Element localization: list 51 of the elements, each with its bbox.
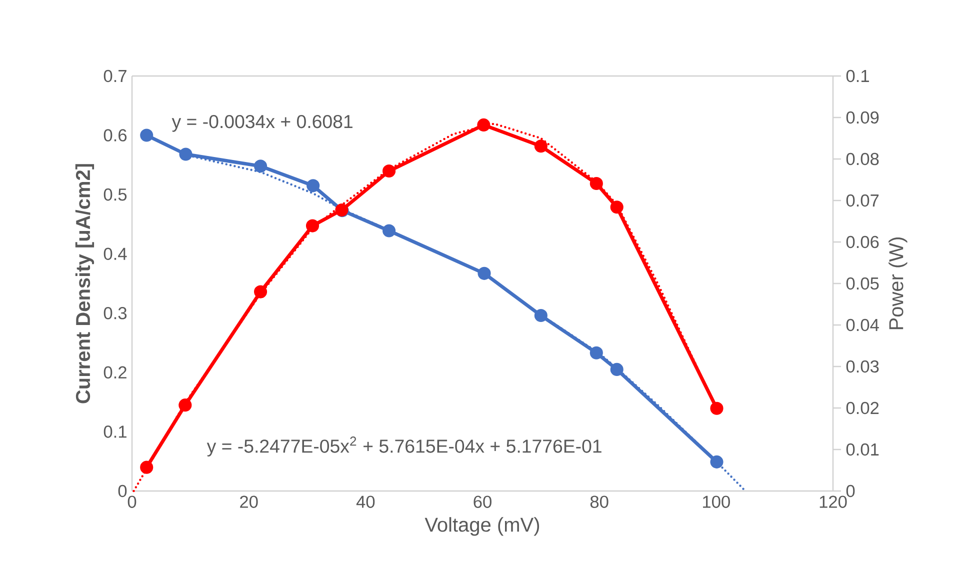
y-tick-label: 0.2 xyxy=(104,366,126,379)
x-tick-label: 80 xyxy=(590,496,608,508)
point xyxy=(140,128,154,142)
point xyxy=(590,346,603,360)
y2-tick-label: 0 xyxy=(846,484,855,498)
y2-tick-label: 0.05 xyxy=(846,277,879,290)
y2-tick-label: 0.08 xyxy=(846,152,879,166)
point xyxy=(610,362,624,376)
y-tick-label: 0.5 xyxy=(104,188,127,201)
x-tick-label: 0 xyxy=(128,496,136,508)
point xyxy=(477,118,490,132)
y2-tick-label: 0.02 xyxy=(846,402,879,414)
y2-tick-label: 0.01 xyxy=(846,443,879,456)
point xyxy=(534,140,548,153)
point xyxy=(179,148,192,161)
annotation: y = -0.0034x + 0.6081 xyxy=(172,114,352,132)
y-tick-label: 0.7 xyxy=(104,70,126,82)
x-tick-label: 120 xyxy=(820,496,847,508)
point xyxy=(590,176,603,190)
point xyxy=(534,308,548,322)
y-axis-title: Current Density [uA/cm2] xyxy=(75,164,94,404)
point xyxy=(610,200,624,214)
x-tick-label: 40 xyxy=(356,496,375,508)
point xyxy=(478,266,491,280)
annotation: y = -5.2477E-05x$^{2}$ + 5.7615E-04x + 5.1776E-01 xyxy=(206,436,602,456)
y2-tick-label: 0.03 xyxy=(846,360,879,373)
point xyxy=(382,224,396,238)
point xyxy=(710,455,724,468)
point xyxy=(306,219,320,232)
y2-axis-title: Power (W) xyxy=(888,238,908,330)
point xyxy=(178,398,192,412)
point xyxy=(140,460,154,474)
point xyxy=(710,402,724,415)
x-tick-label: 100 xyxy=(703,496,730,508)
y-tick-label: 0.3 xyxy=(104,306,127,320)
y-tick-label: 0.6 xyxy=(104,129,127,142)
y2-tick-label: 0.09 xyxy=(846,111,879,124)
y-tick-label: 0 xyxy=(118,484,127,498)
x-tick-label: 20 xyxy=(240,496,258,508)
y2-tick-label: 0.06 xyxy=(846,236,879,248)
x-tick-label: 60 xyxy=(474,496,492,508)
y-tick-label: 0.1 xyxy=(104,426,126,438)
point xyxy=(254,160,268,173)
point xyxy=(382,164,396,178)
point xyxy=(306,179,320,192)
y-tick-label: 0.4 xyxy=(104,248,127,260)
y2-tick-label: 0.07 xyxy=(846,194,879,207)
y2-tick-label: 0.04 xyxy=(846,318,879,332)
x-axis-title: Voltage (mV) xyxy=(424,517,540,536)
y2-tick-label: 0.1 xyxy=(846,70,869,82)
point xyxy=(254,285,268,298)
